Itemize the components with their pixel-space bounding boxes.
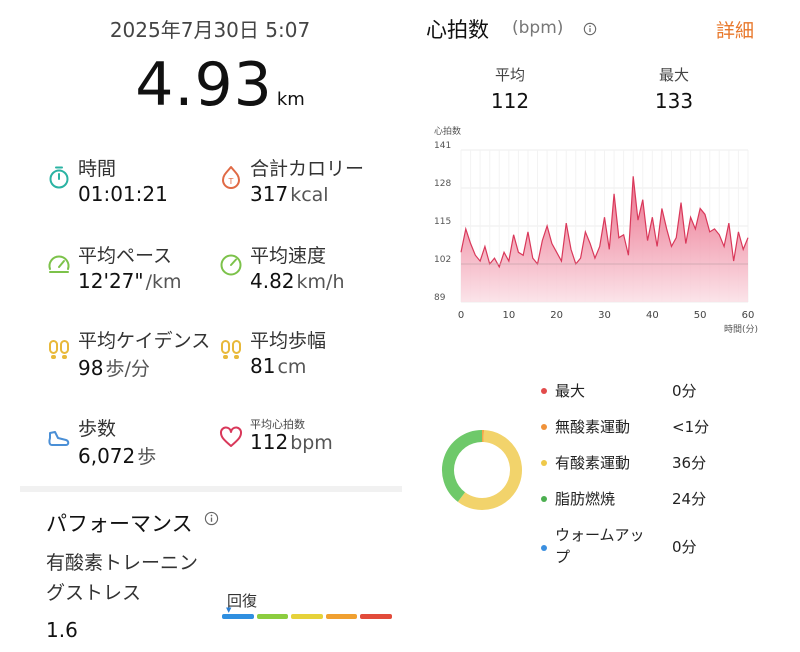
stat-value: 6,072 歩	[78, 444, 157, 468]
stat-label: 平均心拍数	[250, 418, 305, 431]
zone-dot-icon	[541, 388, 547, 394]
workout-date: 2025年7月30日 5:07	[109, 18, 311, 42]
x-tick-label: 60	[742, 310, 755, 321]
svg-text:T: T	[228, 177, 234, 186]
zone-time: <1分	[672, 418, 710, 436]
zone-name: 有酸素運動	[555, 454, 631, 472]
training-stress-value: 1.6	[46, 618, 78, 642]
zone-row: 有酸素運動 36分	[520, 452, 780, 482]
zone-name: 最大	[555, 382, 586, 400]
heart-rate-chart: 心拍数 141 128 115 102 89 0 10 20 30 40 50 60 時間(分)	[434, 125, 758, 335]
x-tick-label: 40	[646, 310, 659, 321]
zone-name: 脂肪燃焼	[555, 490, 616, 508]
zone-dot-icon	[541, 545, 547, 551]
hr-average: 平均 112	[490, 66, 530, 113]
x-tick-label: 50	[694, 310, 707, 321]
zone-time: 36分	[672, 454, 707, 472]
zone-dot-icon	[541, 460, 547, 466]
zone-donut-chart	[442, 430, 522, 510]
zone-row: ウォームアップ 0分	[520, 524, 780, 566]
zone-name: ウォームアップ	[555, 526, 645, 566]
info-icon[interactable]	[583, 22, 597, 36]
stat-value: 4.82 km/h	[250, 269, 345, 293]
zone-time: 24分	[672, 490, 707, 508]
zone-name: 無酸素運動	[555, 418, 631, 436]
footprints-icon	[221, 340, 241, 359]
zone-dot-icon	[541, 496, 547, 502]
zone-row: 脂肪燃焼 24分	[520, 488, 780, 518]
shoe-icon	[48, 431, 70, 446]
x-tick-label: 0	[458, 310, 464, 321]
x-axis-label: 時間(分)	[724, 324, 758, 335]
y-tick-label: 89	[434, 293, 446, 303]
distance-value: 4.93	[135, 50, 273, 120]
stat-label: 時間	[78, 158, 117, 180]
zone-dot-icon	[541, 424, 547, 430]
stat-value: 81 cm	[250, 354, 307, 378]
speedometer-icon	[220, 254, 242, 276]
heart-rate-title: 心拍数	[426, 18, 489, 42]
scale-segment	[360, 614, 392, 619]
scale-segment	[325, 614, 358, 619]
stat-value: 12'27"/km	[78, 269, 182, 293]
scale-marker-icon: ▼	[226, 606, 232, 614]
info-icon[interactable]	[204, 511, 219, 526]
training-stress-scale	[222, 614, 392, 619]
scale-segment	[291, 614, 323, 619]
x-tick-label: 10	[502, 310, 515, 321]
hr-maximum: 最大 133	[654, 66, 694, 113]
stat-label: 平均ケイデンス	[78, 330, 211, 352]
heart-rate-line	[460, 176, 749, 269]
gauge-icon	[48, 255, 70, 273]
distance-display: 4.93 km	[0, 50, 440, 120]
scale-segment	[222, 614, 254, 619]
performance-title: パフォーマンス	[46, 512, 193, 536]
flame-icon: T	[222, 166, 240, 189]
scale-segment	[256, 614, 289, 619]
heart-rate-area	[461, 176, 748, 302]
zone-time: 0分	[672, 382, 697, 400]
zone-row: 最大 0分	[520, 380, 780, 410]
donut-segment	[442, 430, 483, 502]
zone-row: 無酸素運動 <1分	[520, 416, 780, 446]
stat-value: 317 kcal	[250, 182, 329, 206]
stopwatch-icon	[49, 166, 69, 189]
footprints-icon	[49, 340, 69, 359]
x-tick-label: 20	[550, 310, 563, 321]
stat-label: 平均歩幅	[250, 330, 327, 352]
y-axis-label: 心拍数	[434, 125, 461, 137]
heart-icon	[220, 426, 242, 447]
detail-link[interactable]: 詳細	[716, 20, 755, 42]
y-tick-label: 115	[434, 217, 451, 227]
stat-value: 112 bpm	[250, 430, 333, 454]
training-stress-label: 有酸素トレーニン グストレス	[46, 552, 199, 604]
stat-label: 歩数	[78, 418, 117, 440]
stat-value: 98 歩/分	[78, 356, 150, 380]
distance-unit: km	[276, 89, 305, 110]
x-tick-label: 30	[598, 310, 611, 321]
y-tick-label: 102	[434, 255, 451, 265]
y-tick-label: 141	[434, 141, 451, 151]
recovery-label: 回復	[227, 592, 258, 610]
stat-label: 合計カロリー	[250, 158, 365, 180]
stat-label: 平均ペース	[78, 245, 173, 267]
y-tick-label: 128	[434, 179, 451, 189]
stat-label: 平均速度	[250, 245, 327, 267]
heart-rate-unit: (bpm)	[512, 18, 564, 38]
section-divider	[20, 486, 402, 492]
donut-segment	[457, 430, 522, 510]
zone-time: 0分	[672, 538, 697, 556]
stat-value: 01:01:21	[78, 182, 168, 206]
